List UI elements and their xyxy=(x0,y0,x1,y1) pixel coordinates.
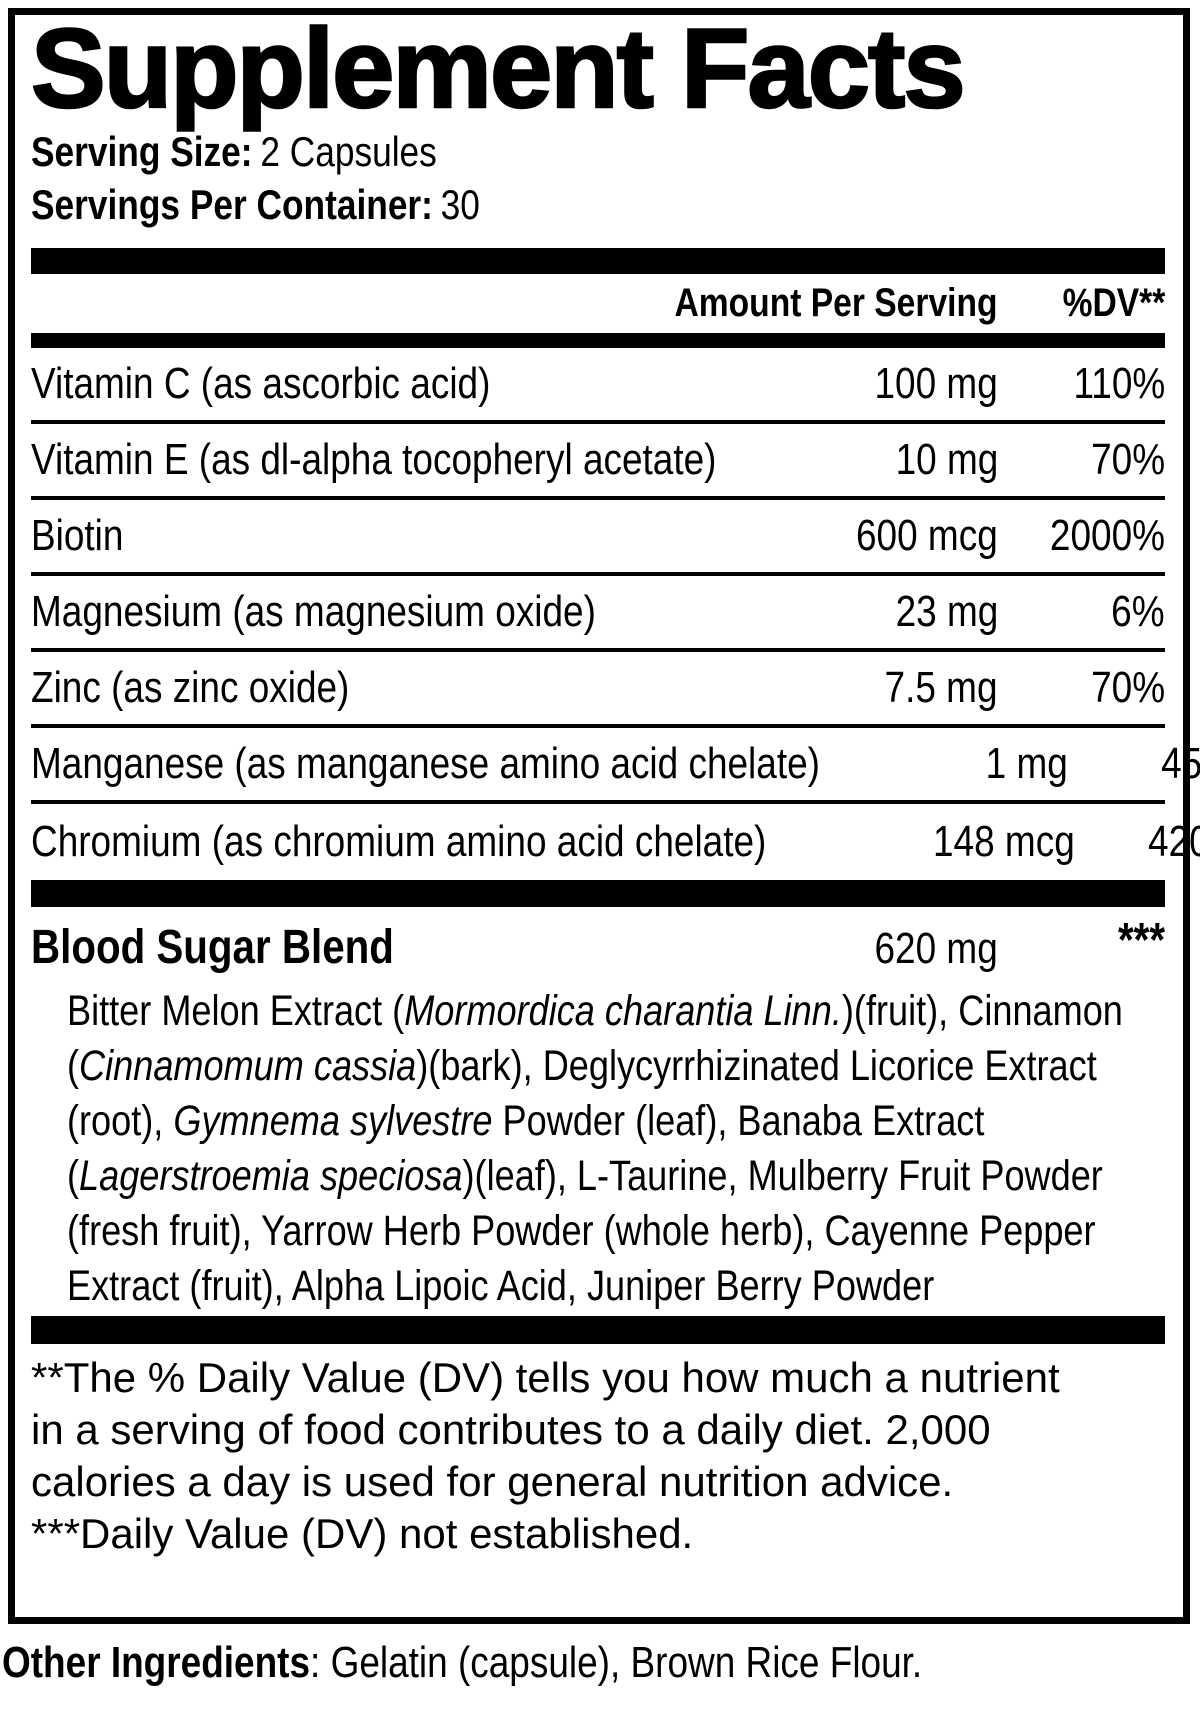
nutrient-amount: 100 mg xyxy=(874,359,998,408)
nutrient-amount: 600 mcg xyxy=(856,511,998,560)
serving-size-line: Serving Size: 2 Capsules xyxy=(31,125,1165,178)
blend-ingredients-text: Bitter Melon Extract (Mormordica charant… xyxy=(67,987,1123,1310)
serving-size-label: Serving Size: xyxy=(31,128,253,175)
nutrient-dv: 70% xyxy=(1091,435,1165,484)
not-established-footnote: ***Daily Value (DV) not established. xyxy=(31,1510,694,1557)
daily-value-footnote: **The % Daily Value (DV) tells you how m… xyxy=(31,1354,1060,1505)
nutrient-dv: 45% xyxy=(1161,739,1200,788)
header-divider xyxy=(31,333,1165,348)
page-title: Supplement Facts xyxy=(30,6,967,131)
nutrient-name: Vitamin E (as dl-alpha tocopheryl acetat… xyxy=(31,435,717,484)
nutrient-dv: 6% xyxy=(1111,587,1165,636)
nutrient-amount: 7.5 mg xyxy=(885,663,998,712)
percent-dv-header: %DV** xyxy=(1062,281,1165,325)
blend-name: Blood Sugar Blend xyxy=(31,921,394,974)
column-header-row: Amount Per Serving %DV** xyxy=(31,274,1165,333)
nutrient-name: Biotin xyxy=(31,511,124,560)
nutrient-name: Magnesium (as magnesium oxide) xyxy=(31,587,596,636)
servings-per-container-value: 30 xyxy=(440,181,480,228)
blend-dv-asterisks: *** xyxy=(1117,914,1165,967)
servings-per-container-label: Servings Per Container: xyxy=(31,181,433,228)
blend-amount: 620 mg xyxy=(874,924,998,973)
table-row: Manganese (as manganese amino acid chela… xyxy=(31,728,1200,804)
serving-size-value: 2 Capsules xyxy=(260,128,437,175)
nutrient-amount: 10 mg xyxy=(895,435,998,484)
nutrient-amount: 148 mcg xyxy=(933,817,1076,866)
nutrient-table: Vitamin C (as ascorbic acid) 100 mg 110%… xyxy=(31,348,1200,880)
nutrient-amount: 23 mg xyxy=(895,587,998,636)
nutrient-dv: 420% xyxy=(1147,817,1200,866)
nutrient-dv: 70% xyxy=(1091,663,1165,712)
thick-divider-footnotes xyxy=(31,1316,1165,1344)
nutrient-dv: 2000% xyxy=(1049,511,1165,560)
table-row: Zinc (as zinc oxide) 7.5 mg 70% xyxy=(31,652,1165,728)
amount-per-serving-header: Amount Per Serving xyxy=(675,281,998,325)
blend-ingredients-paragraph: Bitter Melon Extract (Mormordica charant… xyxy=(31,984,1165,1314)
other-ingredients-label: Other Ingredients xyxy=(2,1638,311,1687)
table-row: Chromium (as chromium amino acid chelate… xyxy=(31,804,1200,880)
table-row: Magnesium (as magnesium oxide) 23 mg 6% xyxy=(31,576,1165,652)
blend-header-row: Blood Sugar Blend 620 mg *** xyxy=(31,914,1165,976)
nutrient-name: Zinc (as zinc oxide) xyxy=(31,663,350,712)
nutrient-dv: 110% xyxy=(1073,359,1165,408)
servings-per-container-line: Servings Per Container: 30 xyxy=(31,178,1165,231)
label-border-box: Supplement Facts Serving Size: 2 Capsules… xyxy=(8,6,1200,1624)
thick-divider-top xyxy=(31,248,1165,274)
thick-divider-blend xyxy=(31,880,1165,907)
table-row: Biotin 600 mcg 2000% xyxy=(31,500,1165,576)
nutrient-name: Vitamin C (as ascorbic acid) xyxy=(31,359,491,408)
other-ingredients-line: Other Ingredients: Gelatin (capsule), Br… xyxy=(2,1638,1097,1688)
table-row: Vitamin E (as dl-alpha tocopheryl acetat… xyxy=(31,424,1165,500)
nutrient-name: Manganese (as manganese amino acid chela… xyxy=(31,739,820,788)
nutrient-amount: 1 mg xyxy=(985,739,1069,788)
other-ingredients-value: : Gelatin (capsule), Brown Rice Flour. xyxy=(310,1638,923,1687)
nutrient-name: Chromium (as chromium amino acid chelate… xyxy=(31,817,767,866)
table-row: Vitamin C (as ascorbic acid) 100 mg 110% xyxy=(31,348,1165,424)
